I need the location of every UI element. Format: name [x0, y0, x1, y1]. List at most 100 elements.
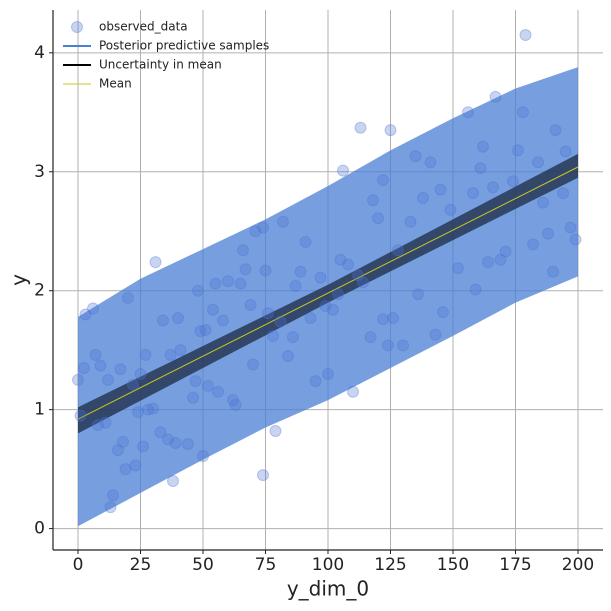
point	[357, 276, 369, 289]
point	[314, 271, 327, 284]
point	[142, 403, 154, 416]
point	[299, 235, 312, 248]
point	[487, 181, 499, 194]
point	[119, 463, 132, 476]
y-tick-label: 1	[34, 400, 45, 420]
point	[222, 275, 234, 288]
y-tick-label: 3	[34, 162, 45, 182]
point	[87, 302, 99, 315]
point	[537, 196, 549, 209]
point	[527, 238, 539, 251]
point	[187, 391, 199, 404]
x-tick-label: 0	[73, 555, 84, 575]
x-tick-label: 175	[499, 555, 531, 575]
point	[92, 419, 104, 432]
point	[132, 406, 144, 419]
point	[474, 162, 487, 175]
point	[519, 28, 532, 41]
point	[157, 314, 169, 327]
point	[557, 187, 569, 200]
point	[549, 124, 562, 137]
point	[99, 416, 112, 429]
point	[229, 398, 242, 411]
point	[512, 144, 524, 157]
point	[372, 212, 384, 225]
point	[78, 362, 90, 375]
point	[162, 433, 174, 446]
x-tick-label: 125	[374, 555, 406, 575]
x-tick-label: 100	[312, 555, 344, 575]
point	[337, 164, 349, 177]
x-tick-label: 50	[192, 555, 214, 575]
point	[397, 339, 409, 352]
point	[227, 394, 239, 407]
point	[239, 263, 252, 276]
x-axis-label: y_dim_0	[287, 577, 369, 601]
point	[409, 150, 422, 163]
point	[139, 348, 152, 361]
point	[412, 288, 424, 301]
point	[122, 291, 134, 304]
point	[532, 156, 544, 169]
point	[287, 331, 299, 344]
point	[192, 284, 204, 297]
point	[517, 106, 529, 119]
point	[417, 191, 429, 204]
point	[149, 256, 162, 269]
point	[134, 367, 147, 380]
point	[364, 331, 377, 344]
point	[354, 121, 367, 134]
point	[424, 156, 437, 169]
point	[334, 253, 347, 266]
point	[277, 215, 289, 228]
point	[117, 435, 129, 448]
point	[262, 307, 274, 320]
point	[89, 348, 102, 361]
point	[542, 227, 554, 240]
legend-label: observed_data	[99, 20, 188, 34]
point	[547, 265, 559, 278]
point	[332, 288, 344, 301]
point	[477, 140, 489, 153]
point	[319, 300, 332, 313]
point	[217, 314, 229, 327]
point	[289, 279, 302, 292]
point	[127, 378, 139, 391]
point	[94, 359, 107, 372]
point	[384, 124, 397, 137]
point	[282, 350, 294, 363]
point	[269, 425, 282, 438]
point	[462, 106, 474, 119]
point	[147, 402, 159, 415]
point	[74, 409, 87, 422]
y-tick-label: 4	[34, 43, 45, 63]
point	[294, 265, 307, 278]
point	[437, 306, 449, 319]
point	[212, 385, 224, 398]
point	[452, 262, 464, 275]
point	[382, 339, 394, 352]
point	[392, 244, 404, 257]
point	[322, 367, 334, 380]
point	[72, 373, 84, 386]
x-tick-label: 200	[562, 555, 594, 575]
point	[199, 323, 212, 336]
point	[247, 358, 259, 371]
point	[309, 375, 322, 388]
point	[377, 174, 389, 187]
y-tick-label: 0	[34, 519, 45, 539]
point	[494, 253, 507, 266]
point	[172, 312, 184, 325]
point	[244, 298, 257, 311]
point	[347, 385, 359, 398]
point	[467, 187, 479, 200]
point	[104, 501, 117, 514]
band	[78, 153, 578, 434]
point	[169, 436, 182, 449]
point	[274, 315, 287, 328]
point	[112, 444, 124, 457]
point	[367, 194, 379, 207]
point	[342, 258, 354, 271]
